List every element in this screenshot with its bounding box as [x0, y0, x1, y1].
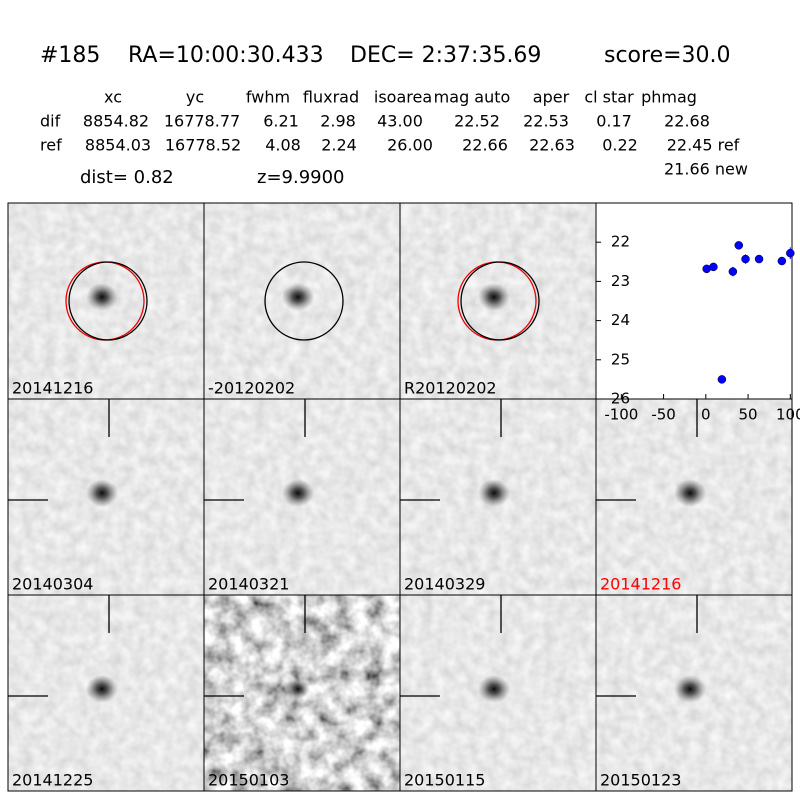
table-cell: 22.53	[523, 112, 569, 131]
column-header: mag auto	[434, 88, 511, 107]
column-header: xc	[104, 88, 122, 107]
header-text: DEC= 2:37:35.69	[350, 43, 541, 68]
table-cell: 22.52	[454, 112, 500, 131]
source	[478, 479, 510, 507]
y-tick-label: 22	[611, 233, 630, 251]
aperture-circle	[264, 261, 344, 341]
panel-label: 20140321	[208, 575, 289, 594]
column-header: aper	[533, 88, 570, 107]
table-cell: 2.24	[321, 136, 357, 155]
panel-label: 20150103	[208, 771, 289, 790]
table-cell: 4.08	[265, 136, 301, 155]
data-point	[709, 262, 718, 272]
panel-label: 20141216	[600, 575, 681, 594]
image-panel: R20120202	[399, 202, 597, 400]
table-cell: 22.66	[462, 136, 508, 155]
table-cell: 16778.77	[164, 112, 240, 131]
image-panel: 20141225	[7, 594, 205, 792]
source	[674, 479, 706, 507]
panel-label: 20141216	[12, 379, 93, 398]
image-panel: 20141216	[595, 398, 793, 596]
table-cell: 22.45 ref	[667, 136, 740, 155]
panel-label: 20140329	[404, 575, 485, 594]
x-tick-label: 100	[776, 406, 800, 424]
x-tick-label: -50	[651, 406, 676, 424]
aperture-circle	[460, 261, 540, 341]
image-panel: 20140304	[7, 398, 205, 596]
source	[478, 283, 510, 311]
column-header: phmag	[641, 88, 697, 107]
column-header: isoarea	[374, 88, 432, 107]
data-point	[754, 254, 764, 264]
source	[674, 675, 706, 703]
source	[86, 283, 118, 311]
data-point	[734, 241, 744, 250]
table-cell: 22.68	[664, 112, 710, 131]
panel-label: 20150115	[404, 771, 485, 790]
x-tick-label: 50	[739, 406, 758, 424]
table-cell: 43.00	[377, 112, 423, 131]
panel-label: -20120202	[208, 379, 295, 398]
table-cell: 0.22	[602, 136, 638, 155]
aperture-circle	[68, 261, 148, 341]
x-tick-label: -100	[604, 406, 638, 424]
table-cell: 8854.82	[83, 112, 149, 131]
table-cell: 26.00	[387, 136, 433, 155]
image-panel: 20140321	[203, 398, 401, 596]
light-curve: 22 23 24 25 26-100 -50 0 50 100	[595, 202, 800, 424]
image-panel: 20150123	[595, 594, 793, 792]
table-cell: 22.63	[529, 136, 575, 155]
data-point	[741, 254, 750, 264]
y-tick-label: 23	[611, 272, 630, 290]
panel-label: R20120202	[404, 379, 497, 398]
table-cell: 0.17	[596, 112, 632, 131]
image-panel: 20150115	[399, 594, 597, 792]
image-panel: -20120202	[203, 202, 401, 400]
y-tick-label: 25	[611, 350, 630, 368]
header-text: score=30.0	[604, 43, 731, 68]
source	[282, 283, 314, 311]
data-point	[786, 248, 795, 258]
table-cell: 6.21	[263, 112, 299, 131]
panel-frame	[595, 594, 793, 792]
y-tick-label: 24	[611, 311, 630, 329]
source	[282, 479, 314, 507]
source	[86, 675, 118, 703]
data-point	[777, 256, 787, 266]
column-header: yc	[186, 88, 204, 107]
data-point	[728, 267, 738, 276]
source	[478, 675, 510, 703]
panel-label: 20140304	[12, 575, 93, 594]
table-cell: ref	[40, 136, 62, 155]
image-panel: 20140329	[399, 398, 597, 596]
column-header: cl star	[584, 88, 634, 107]
header-text: #185	[40, 43, 100, 68]
table-cell: 8854.03	[85, 136, 151, 155]
table-cell: 2.98	[320, 112, 356, 131]
plot-bg	[595, 202, 793, 400]
y-tick-label: 26	[611, 390, 630, 408]
source	[86, 479, 118, 507]
table-cell: dif	[40, 112, 61, 131]
x-tick-label: 0	[701, 406, 711, 424]
source	[286, 679, 310, 699]
new-mag: 21.66 new	[664, 160, 748, 179]
image-panel: 20141216	[7, 202, 205, 400]
redshift: z=9.9900	[257, 167, 345, 188]
header-text: RA=10:00:30.433	[128, 43, 324, 68]
dist: dist= 0.82	[80, 167, 174, 188]
table-cell: 16778.52	[165, 136, 241, 155]
image-panel: 20150103	[203, 594, 401, 792]
data-point	[717, 375, 727, 384]
column-header: fluxrad	[303, 88, 359, 107]
panel-label: 20141225	[12, 771, 93, 790]
panel-label: 20150123	[600, 771, 681, 790]
column-header: fwhm	[246, 88, 290, 107]
